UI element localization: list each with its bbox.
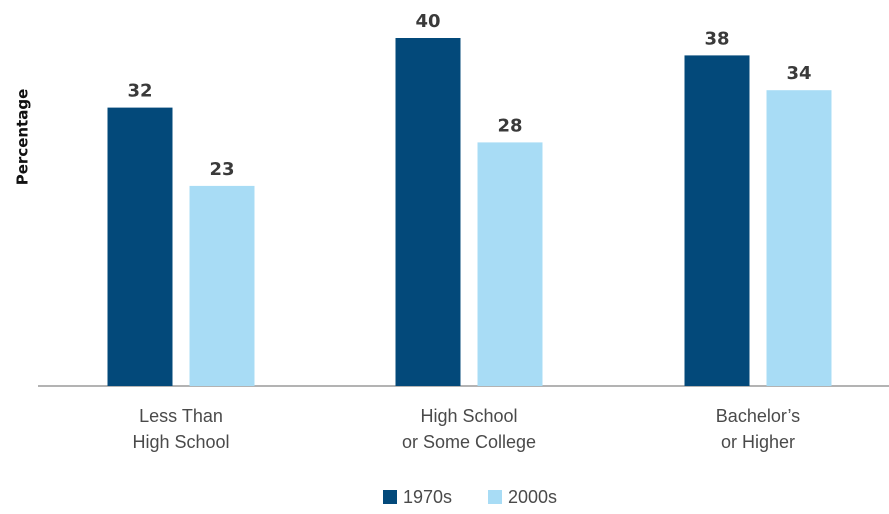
legend-item-2000s: 2000s [488,487,557,507]
bar-1970s-2 [685,55,750,386]
legend-swatch-2000s [488,490,502,504]
legend-item-1970s: 1970s [383,487,452,507]
bar-1970s-1 [396,38,461,386]
data-label-2000s-2: 34 [786,63,811,84]
data-label-1970s-1: 40 [415,11,440,32]
x-tick-label-1: High School or Some College [402,406,536,452]
legend-label-2000s: 2000s [508,487,557,507]
data-label-1970s-0: 32 [127,81,152,102]
bar-1970s-0 [108,108,173,386]
x-tick-label-0: Less Than High School [132,406,229,452]
data-label-2000s-0: 23 [209,159,234,180]
data-label-1970s-2: 38 [704,28,729,49]
bar-2000s-1 [478,142,543,386]
bar-2000s-0 [190,186,255,386]
y-axis-title: Percentage [14,89,32,186]
legend-label-1970s: 1970s [403,487,452,507]
bar-2000s-2 [767,90,832,386]
x-tick-label-2: Bachelor’s or Higher [716,406,800,452]
data-label-2000s-1: 28 [497,115,522,136]
legend-swatch-1970s [383,490,397,504]
legend: 1970s 2000s [383,487,557,507]
